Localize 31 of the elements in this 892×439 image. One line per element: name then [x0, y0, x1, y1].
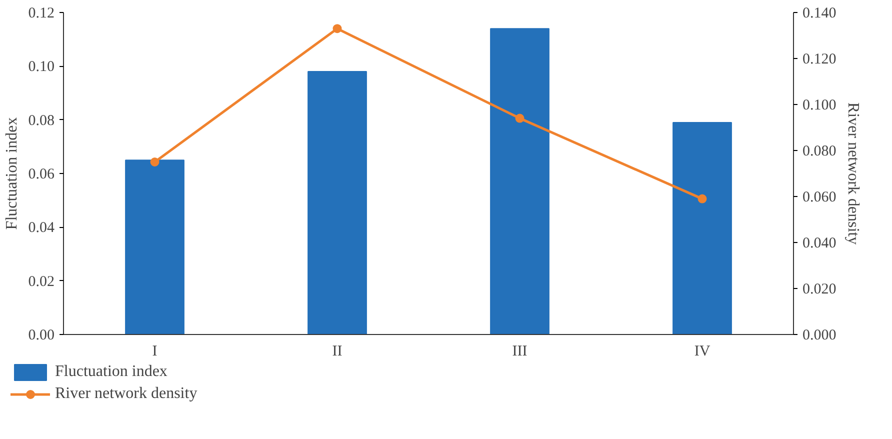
- y-tick-label: 0.12: [28, 6, 54, 22]
- y-axis-title: Fluctuation index: [3, 117, 20, 230]
- point: [515, 114, 524, 123]
- x-tick-label: I: [152, 344, 158, 360]
- y2-tick-label: 0.020: [802, 282, 836, 298]
- legend-label: River network density: [55, 385, 198, 403]
- point: [150, 158, 160, 166]
- point: [332, 24, 342, 34]
- y-tick-label: 0.10: [28, 59, 54, 76]
- y-tick-label: 0.08: [28, 112, 54, 129]
- y-tick-label: 0.06: [28, 166, 55, 182]
- y-tick-label: 0.00: [28, 328, 54, 344]
- y2-axis-title: River network density: [844, 102, 862, 245]
- y2-tick-label: 0.140: [802, 6, 836, 22]
- point: [698, 194, 707, 204]
- bar: [125, 160, 184, 334]
- bar: [308, 71, 367, 334]
- x-tick-label: II: [332, 344, 342, 360]
- y-tick-label: 0.04: [28, 220, 55, 236]
- legend-label: Fluctuation index: [55, 363, 168, 381]
- x-tick-label: III: [512, 344, 528, 360]
- y2-tick-label: 0.120: [802, 52, 836, 68]
- bar: [490, 28, 550, 334]
- bar: [672, 122, 732, 334]
- y2-tick-label: 0.080: [802, 144, 836, 160]
- y2-tick-label: 0.100: [802, 98, 836, 114]
- y-tick-label: 0.02: [28, 274, 54, 290]
- y2-tick-label: 0.000: [802, 328, 836, 344]
- y2-tick-label: 0.040: [802, 236, 836, 252]
- y2-tick-label: 0.060: [802, 190, 836, 206]
- x-tick-label: IV: [694, 344, 710, 360]
